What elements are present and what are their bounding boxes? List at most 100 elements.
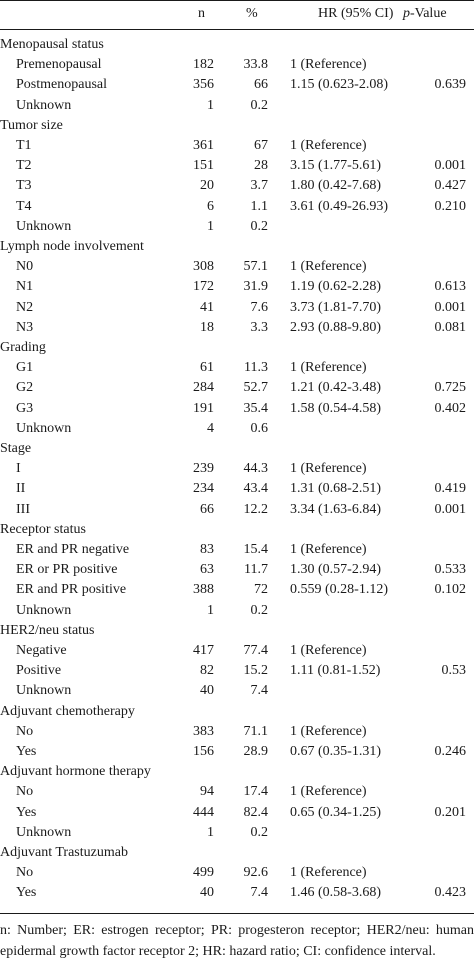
p-value-cell: 0.427 xyxy=(434,178,467,194)
n-cell: 61 xyxy=(200,360,214,376)
hr-cell: 1.30 (0.57-2.94) xyxy=(290,562,381,578)
n-cell: 4 xyxy=(207,420,214,436)
p-value-cell: 0.53 xyxy=(441,663,467,679)
table-row: N3 18 3.3 2.93 (0.88-9.80) 0.081 xyxy=(0,318,474,338)
row-label: G2 xyxy=(16,380,34,396)
percent-cell: 31.9 xyxy=(243,279,269,295)
table-row: T1 361 67 1 (Reference) xyxy=(0,136,474,156)
header-percent: % xyxy=(246,6,258,21)
row-label: T4 xyxy=(16,198,32,214)
group-label: Receptor status xyxy=(0,521,86,537)
percent-cell: 67 xyxy=(254,138,268,153)
group-label: HER2/neu status xyxy=(0,622,95,638)
row-label: I xyxy=(16,461,21,477)
percent-cell: 7.4 xyxy=(250,885,269,901)
p-value-cell: 0.001 xyxy=(434,501,467,517)
percent-cell: 1.1 xyxy=(250,198,269,214)
n-cell: 172 xyxy=(193,279,214,295)
table-row: Unknown 1 0.2 xyxy=(0,96,474,116)
row-label: Unknown xyxy=(16,97,72,113)
hr-cell: 1.21 (0.42-3.48) xyxy=(290,380,381,396)
p-value-cell: 0.419 xyxy=(434,481,467,497)
n-cell: 361 xyxy=(193,138,214,153)
group-label: Grading xyxy=(0,340,46,355)
row-label: Postmenopausal xyxy=(16,77,107,93)
n-cell: 1 xyxy=(207,602,214,618)
n-cell: 83 xyxy=(200,542,214,557)
n-cell: 66 xyxy=(200,501,214,517)
percent-cell: 33.8 xyxy=(243,57,269,73)
percent-cell: 66 xyxy=(254,77,268,93)
percent-cell: 92.6 xyxy=(243,865,269,881)
table-row: ER or PR positive 63 11.7 1.30 (0.57-2.94) 0… xyxy=(0,560,474,580)
hr-cell: 1.46 (0.58-3.68) xyxy=(290,885,381,901)
table-row: G1 61 11.3 1 (Reference) xyxy=(0,358,474,378)
hr-cell: 1.19 (0.62-2.28) xyxy=(290,279,381,295)
n-cell: 94 xyxy=(200,784,214,800)
table-group-row: Grading xyxy=(0,338,474,358)
hr-cell: 1.80 (0.42-7.68) xyxy=(290,178,381,194)
group-label: Adjuvant hormone therapy xyxy=(0,764,151,780)
table-header-rule xyxy=(0,29,474,30)
row-label: ER and PR negative xyxy=(16,542,130,557)
table-group-row: Stage xyxy=(0,439,474,459)
row-label: T2 xyxy=(16,158,32,174)
percent-cell: 7.6 xyxy=(250,299,269,315)
hr-cell: 0.65 (0.34-1.25) xyxy=(290,804,381,820)
hr-cell: 1.31 (0.68-2.51) xyxy=(290,481,381,497)
n-cell: 20 xyxy=(200,178,214,194)
n-cell: 1 xyxy=(207,824,214,840)
n-cell: 63 xyxy=(200,562,214,578)
n-cell: 234 xyxy=(193,481,214,497)
table-row: G2 284 52.7 1.21 (0.42-3.48) 0.725 xyxy=(0,378,474,398)
hr-cell: 1 (Reference) xyxy=(290,542,367,557)
p-value-cell: 0.246 xyxy=(434,744,467,759)
n-cell: 156 xyxy=(193,744,214,759)
row-label: ER and PR positive xyxy=(16,582,127,598)
hr-cell: 1.15 (0.623-2.08) xyxy=(290,77,388,93)
table-row: III 66 12.2 3.34 (1.63-6.84) 0.001 xyxy=(0,500,474,520)
n-cell: 191 xyxy=(193,400,214,416)
p-value-cell: 0.402 xyxy=(434,400,467,416)
hr-cell: 1 (Reference) xyxy=(290,643,367,658)
table-row: T3 20 3.7 1.80 (0.42-7.68) 0.427 xyxy=(0,176,474,196)
p-value-cell: 0.102 xyxy=(434,582,467,598)
row-label: N1 xyxy=(16,279,34,295)
table-footnote: n: Number; ER: estrogen receptor; PR: pr… xyxy=(0,923,474,959)
n-cell: 308 xyxy=(193,259,214,275)
p-value-cell: 0.533 xyxy=(434,562,467,578)
percent-cell: 57.1 xyxy=(243,259,269,275)
row-label: No xyxy=(16,723,34,739)
n-cell: 82 xyxy=(200,663,214,679)
hr-cell: 1 (Reference) xyxy=(290,360,367,376)
row-label: T3 xyxy=(16,178,32,194)
n-cell: 40 xyxy=(200,885,214,901)
percent-cell: 7.4 xyxy=(250,683,269,699)
row-label: Unknown xyxy=(16,683,72,699)
table-group-row: Adjuvant hormone therapy xyxy=(0,762,474,782)
table-group-row: Adjuvant Trastuzumab xyxy=(0,843,474,863)
percent-cell: 71.1 xyxy=(243,723,269,739)
row-label: Premenopausal xyxy=(16,57,102,73)
table-header-row: n % HR (95% CI) p-Value xyxy=(0,2,474,26)
table-row: N1 172 31.9 1.19 (0.62-2.28) 0.613 xyxy=(0,277,474,297)
percent-cell: 0.6 xyxy=(250,420,269,436)
hr-cell: 0.67 (0.35-1.31) xyxy=(290,744,381,759)
row-label: No xyxy=(16,784,34,800)
table-group-row: Lymph node involvement xyxy=(0,237,474,257)
percent-cell: 0.2 xyxy=(250,824,269,840)
p-value-cell: 0.081 xyxy=(434,319,467,335)
n-cell: 499 xyxy=(193,865,214,881)
row-label: N3 xyxy=(16,319,34,335)
table-row: II 234 43.4 1.31 (0.68-2.51) 0.419 xyxy=(0,479,474,499)
hr-cell: 1.11 (0.81-1.52) xyxy=(290,663,381,679)
p-value-cell: 0.423 xyxy=(434,885,467,901)
table-row: ER and PR negative 83 15.4 1 (Reference) xyxy=(0,540,474,560)
header-n: n xyxy=(198,6,205,21)
row-label: Unknown xyxy=(16,602,72,618)
header-p-rest: -Value xyxy=(410,6,447,21)
header-hr: HR (95% CI) xyxy=(318,6,394,21)
n-cell: 18 xyxy=(200,319,214,335)
table-group-row: Receptor status xyxy=(0,520,474,540)
row-label: Negative xyxy=(16,643,67,658)
